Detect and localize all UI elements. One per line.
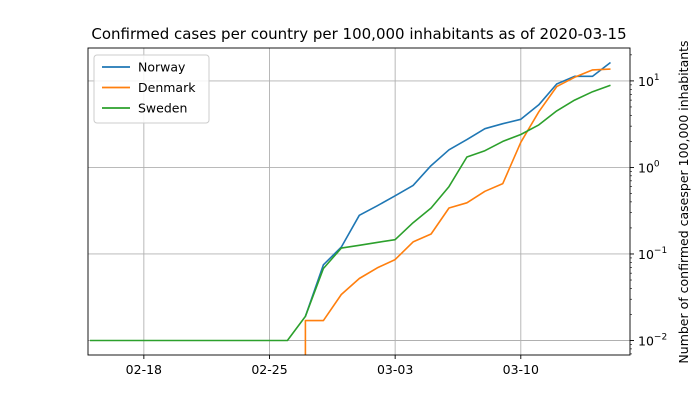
x-tick-label: 02-25 bbox=[251, 362, 287, 377]
x-axis: 02-18 02-25 03-03 03-10 bbox=[126, 355, 539, 377]
y-tick-label: 10−2 bbox=[638, 333, 667, 349]
y-tick-exponent: −2 bbox=[654, 333, 667, 343]
plot-frame bbox=[87, 47, 631, 356]
y-tick-exponent: −1 bbox=[654, 246, 667, 256]
x-tick-label: 03-03 bbox=[377, 362, 413, 377]
legend-label: Denmark bbox=[138, 80, 196, 95]
legend: Norway Denmark Sweden bbox=[93, 54, 210, 124]
legend-box bbox=[93, 54, 210, 124]
y-tick-label: 100 bbox=[638, 159, 660, 175]
series-lines bbox=[90, 61, 611, 355]
x-tick-label: 02-18 bbox=[126, 362, 162, 377]
y-tick-label: 10−1 bbox=[638, 246, 667, 262]
series-line-norway bbox=[304, 61, 611, 317]
y-tick-exponent: 1 bbox=[654, 73, 660, 83]
y-axis-label: Number of confirmed casesper 100,000 inh… bbox=[676, 40, 691, 363]
series-line-sweden bbox=[90, 84, 611, 342]
chart-title: Confirmed cases per country per 100,000 … bbox=[91, 25, 626, 43]
x-tick-label: 03-10 bbox=[503, 362, 539, 377]
legend-label: Norway bbox=[138, 60, 186, 75]
series-line-denmark bbox=[304, 68, 611, 355]
legend-label: Sweden bbox=[138, 101, 187, 116]
y-tick-exponent: 0 bbox=[654, 159, 660, 169]
y-tick-label: 101 bbox=[638, 73, 660, 89]
